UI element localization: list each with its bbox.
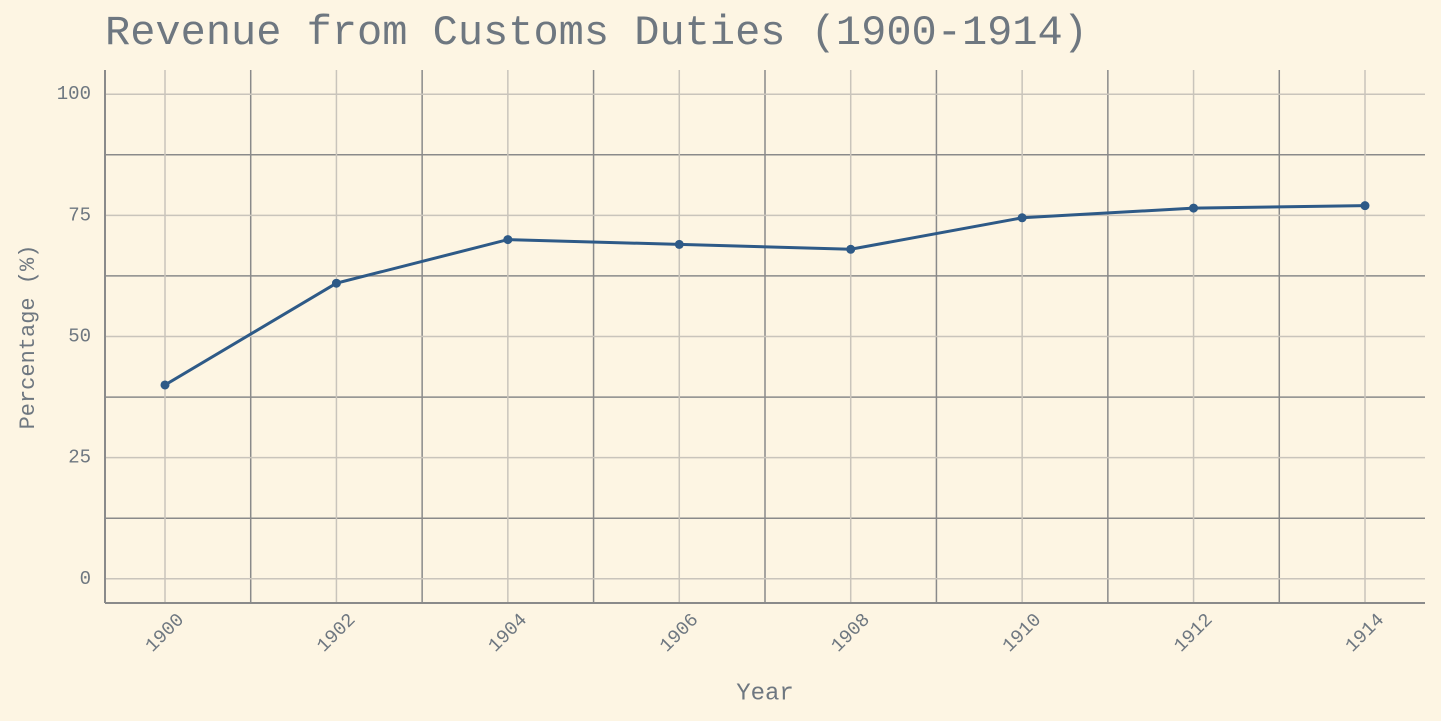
x-axis-label: Year [736,680,794,707]
data-point [331,278,341,288]
y-tick-label: 75 [68,204,91,226]
chart-title: Revenue from Customs Duties (1900-1914) [105,9,1088,57]
data-line [164,204,1366,387]
y-tick-label: 100 [57,83,91,105]
data-point [1017,213,1027,223]
data-point [1189,203,1199,213]
data-point [160,380,170,390]
data-point [846,244,856,254]
y-tick-label: 25 [68,447,91,469]
y-tick-label: 0 [80,568,91,590]
y-tick-label: 50 [68,326,91,348]
data-point [674,239,684,249]
data-point [503,235,513,245]
data-point [1360,201,1370,211]
y-axis-label: Percentage (%) [16,245,41,430]
